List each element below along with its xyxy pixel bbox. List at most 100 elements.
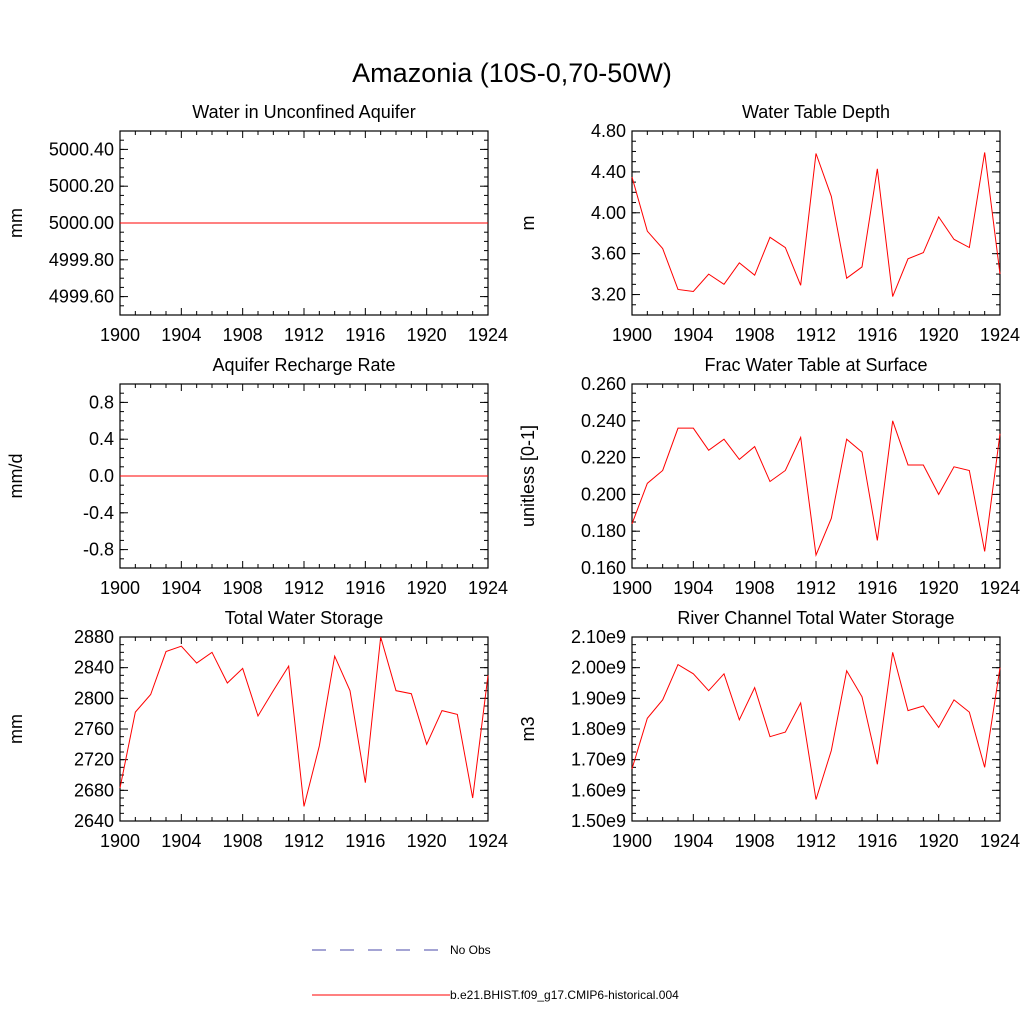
panel-river-channel-storage: River Channel Total Water Storage m3 1900 1… <box>518 608 1020 851</box>
y-tick-label: 0.240 <box>581 411 626 431</box>
plot-frame <box>631 636 1001 822</box>
y-tick-label: -0.8 <box>83 540 114 560</box>
panel-title: Frac Water Table at Surface <box>704 355 927 375</box>
x-tick-label: 1916 <box>345 578 385 598</box>
panel-aquifer-water: Water in Unconfined Aquifer mm 1900 1904 190… <box>6 102 508 345</box>
y-axis-label: m3 <box>518 716 538 741</box>
panel-title: Water Table Depth <box>742 102 890 122</box>
x-tick-label: 1920 <box>407 325 447 345</box>
x-tick-label: 1916 <box>857 578 897 598</box>
x-tick-label: 1908 <box>223 831 263 851</box>
panel-frac-water-table: Frac Water Table at Surface unitless [0-1… <box>518 355 1020 598</box>
legend: No Obs b.e21.BHIST.f09_g17.CMIP6-histori… <box>312 943 679 1002</box>
x-tick-label: 1904 <box>673 325 713 345</box>
y-tick-label: 4999.80 <box>49 250 114 270</box>
panel-total-water-storage: Total Water Storage mm 1900 1904 1908 1912 191… <box>6 608 508 851</box>
x-tick-label: 1900 <box>100 578 140 598</box>
panel-title: Water in Unconfined Aquifer <box>192 102 415 122</box>
y-tick-label: 2800 <box>74 688 114 708</box>
x-tick-label: 1912 <box>284 578 324 598</box>
x-tick-label: 1924 <box>468 325 508 345</box>
y-tick-label: 1.70e9 <box>571 750 626 770</box>
y-tick-label: 0.220 <box>581 448 626 468</box>
y-tick-label: -0.4 <box>83 503 114 523</box>
y-tick-label: 2.10e9 <box>571 627 626 647</box>
x-tick-label: 1916 <box>345 325 385 345</box>
x-tick-label: 1916 <box>857 325 897 345</box>
x-tick-label: 1924 <box>468 831 508 851</box>
x-tick-label: 1912 <box>284 831 324 851</box>
x-tick-label: 1924 <box>980 831 1020 851</box>
x-tick-label: 1920 <box>919 831 959 851</box>
y-axis-label: unitless [0-1] <box>518 425 538 527</box>
y-tick-label: 2840 <box>74 658 114 678</box>
y-tick-label: 3.20 <box>591 285 626 305</box>
panel-title: Total Water Storage <box>225 608 383 628</box>
y-tick-label: 3.60 <box>591 244 626 264</box>
x-tick-label: 1908 <box>735 578 775 598</box>
y-tick-label: 4999.60 <box>49 287 114 307</box>
y-axis-label: m <box>518 216 538 231</box>
x-tick-label: 1908 <box>735 831 775 851</box>
x-tick-label: 1900 <box>612 325 652 345</box>
y-tick-label: 2880 <box>74 627 114 647</box>
panel-water-table-depth: Water Table Depth m 1900 1904 1908 1912 1916 19… <box>518 102 1020 345</box>
plot-frame <box>119 636 489 822</box>
y-axis-label: mm <box>6 208 26 238</box>
panel-recharge-rate: Aquifer Recharge Rate mm/d 1900 1904 1908 191… <box>6 355 508 598</box>
y-tick-label: 1.90e9 <box>571 688 626 708</box>
x-tick-label: 1900 <box>612 831 652 851</box>
y-tick-label: 4.80 <box>591 121 626 141</box>
y-tick-label: 0.260 <box>581 374 626 394</box>
x-tick-label: 1904 <box>161 831 201 851</box>
x-tick-label: 1924 <box>980 325 1020 345</box>
series-line <box>631 420 1001 558</box>
x-tick-label: 1916 <box>345 831 385 851</box>
y-tick-label: 0.180 <box>581 521 626 541</box>
x-tick-label: 1900 <box>100 831 140 851</box>
y-tick-label: 2720 <box>74 750 114 770</box>
x-tick-label: 1912 <box>796 578 836 598</box>
x-tick-label: 1924 <box>980 578 1020 598</box>
x-tick-label: 1908 <box>223 325 263 345</box>
y-tick-label: 2680 <box>74 780 114 800</box>
y-tick-label: 2760 <box>74 719 114 739</box>
plot-frame <box>631 383 1001 569</box>
y-tick-label: 0.200 <box>581 484 626 504</box>
x-tick-label: 1904 <box>161 578 201 598</box>
x-tick-label: 1924 <box>468 578 508 598</box>
x-tick-label: 1908 <box>223 578 263 598</box>
y-tick-label: 5000.00 <box>49 213 114 233</box>
y-tick-label: 2640 <box>74 811 114 831</box>
x-tick-label: 1900 <box>100 325 140 345</box>
y-axis-label: mm/d <box>6 454 26 499</box>
y-tick-label: 2.00e9 <box>571 658 626 678</box>
legend-model-label: b.e21.BHIST.f09_g17.CMIP6-historical.004 <box>450 988 679 1002</box>
y-tick-label: 0.4 <box>89 429 114 449</box>
x-tick-label: 1912 <box>284 325 324 345</box>
x-tick-label: 1908 <box>735 325 775 345</box>
x-tick-label: 1904 <box>673 578 713 598</box>
y-tick-label: 5000.20 <box>49 176 114 196</box>
y-tick-label: 0.160 <box>581 558 626 578</box>
y-tick-label: 4.40 <box>591 162 626 182</box>
x-tick-label: 1920 <box>407 831 447 851</box>
x-tick-label: 1912 <box>796 831 836 851</box>
y-tick-label: 5000.40 <box>49 139 114 159</box>
plot-frame <box>631 130 1001 316</box>
x-tick-label: 1920 <box>407 578 447 598</box>
x-tick-label: 1904 <box>161 325 201 345</box>
panels-group: Water in Unconfined Aquifer mm 1900 1904 190… <box>6 102 1020 851</box>
y-tick-label: 0.0 <box>89 466 114 486</box>
y-tick-label: 1.60e9 <box>571 780 626 800</box>
y-axis-label: mm <box>6 714 26 744</box>
panel-title: Aquifer Recharge Rate <box>212 355 395 375</box>
y-tick-label: 1.80e9 <box>571 719 626 739</box>
x-tick-label: 1920 <box>919 325 959 345</box>
x-tick-label: 1912 <box>796 325 836 345</box>
series-line <box>631 152 1001 297</box>
panel-title: River Channel Total Water Storage <box>677 608 954 628</box>
x-tick-label: 1916 <box>857 831 897 851</box>
y-tick-label: 0.8 <box>89 392 114 412</box>
